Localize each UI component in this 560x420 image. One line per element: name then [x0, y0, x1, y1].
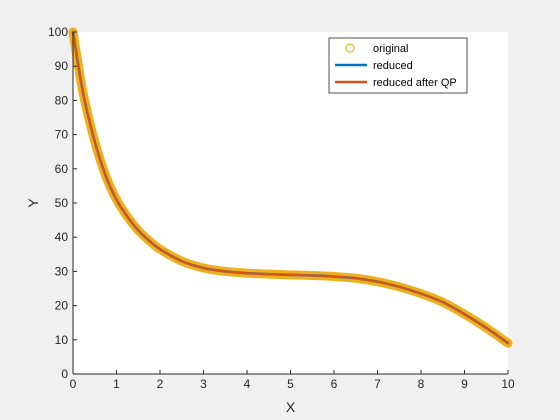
legend: original reduced reduced after QP [328, 37, 468, 94]
y-axis-label: Y [25, 198, 41, 208]
y-tick-label-20: 20 [55, 299, 69, 313]
x-axis-label: X [286, 399, 296, 415]
y-tick-label-90: 90 [55, 59, 69, 73]
series-layer [68, 27, 513, 348]
y-tick-label-30: 30 [55, 264, 69, 278]
y-tick-label-50: 50 [55, 196, 69, 210]
legend-marker-original [345, 43, 355, 53]
x-tick-label-4: 4 [244, 377, 251, 391]
y-tick-label-100: 100 [48, 25, 68, 39]
y-tick-label-0: 0 [61, 367, 68, 381]
y-tick-label-10: 10 [55, 333, 69, 347]
series-reduced-after-qp-line [71, 30, 510, 345]
x-tick-label-3: 3 [200, 377, 207, 391]
legend-entry-reduced: reduced [373, 60, 413, 72]
y-tick-label-70: 70 [55, 128, 69, 142]
x-tick-label-8: 8 [418, 377, 425, 391]
legend-entry-original: original [373, 43, 408, 55]
y-tick-label-40: 40 [55, 230, 69, 244]
x-tick-label-5: 5 [287, 377, 294, 391]
x-tick-label-7: 7 [374, 377, 381, 391]
x-tick-label-1: 1 [113, 377, 120, 391]
x-tick-label-2: 2 [157, 377, 164, 391]
x-tick-label-10: 10 [501, 377, 515, 391]
x-tick-label-6: 6 [331, 377, 338, 391]
y-tick-label-80: 80 [55, 93, 69, 107]
y-tick-label-60: 60 [55, 162, 69, 176]
legend-entry-reduced-after-qp: reduced after QP [373, 77, 457, 89]
x-tick-label-9: 9 [461, 377, 468, 391]
x-tick-label-0: 0 [70, 377, 77, 391]
